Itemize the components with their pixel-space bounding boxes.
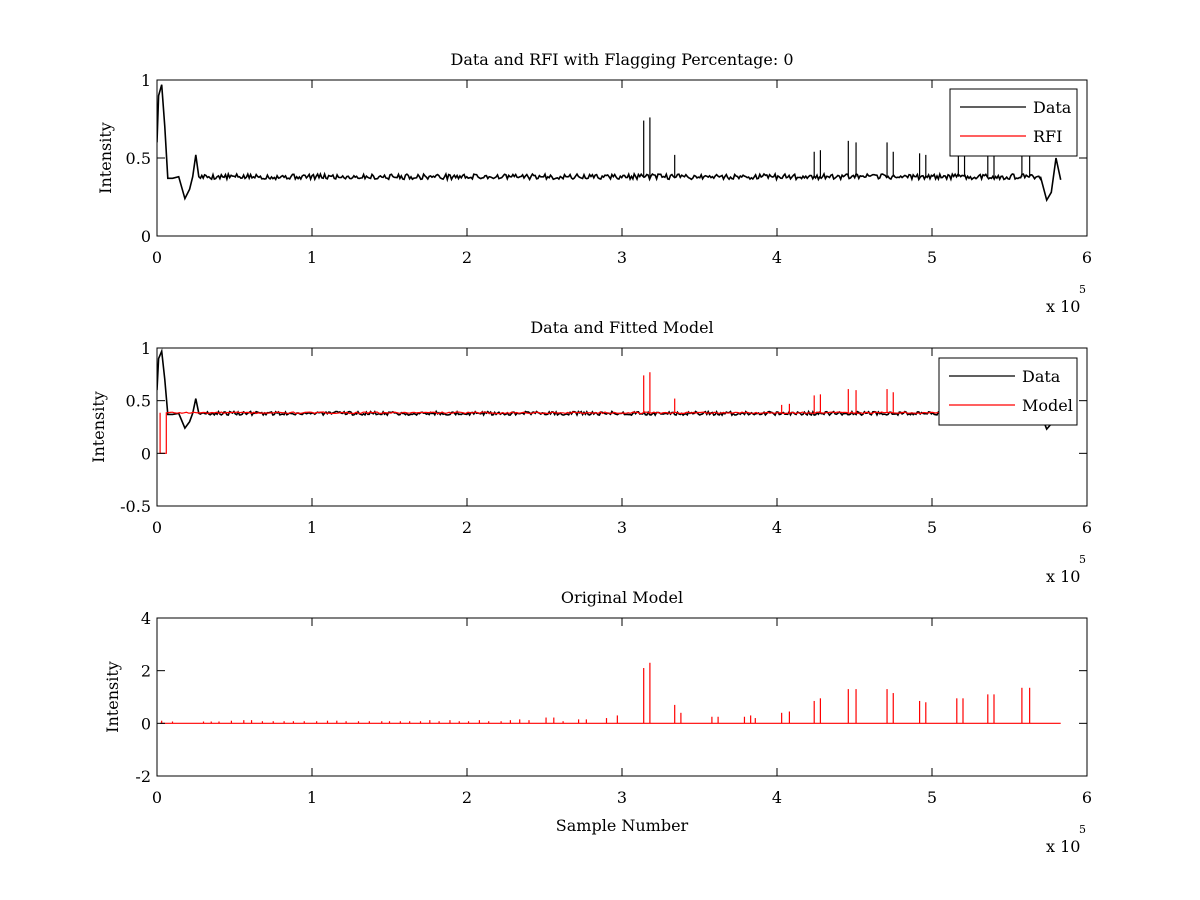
x-axis-label: Sample Number bbox=[556, 816, 689, 835]
x-tick-label: 1 bbox=[307, 518, 317, 537]
y-tick-label: -2 bbox=[135, 767, 151, 786]
x-tick-label: 5 bbox=[927, 248, 937, 267]
x-multiplier: x 10 bbox=[1046, 837, 1080, 856]
x-tick-label: 4 bbox=[772, 248, 782, 267]
x-tick-label: 2 bbox=[462, 518, 472, 537]
x-multiplier: x 10 bbox=[1046, 297, 1080, 316]
y-tick-label: 0.5 bbox=[126, 149, 151, 168]
x-tick-label: 0 bbox=[152, 518, 162, 537]
y-tick-label: 0 bbox=[141, 714, 151, 733]
x-tick-label: 2 bbox=[462, 788, 472, 807]
y-tick-label: 1 bbox=[141, 339, 151, 358]
chart-title: Original Model bbox=[561, 588, 683, 607]
x-multiplier-exponent: 5 bbox=[1079, 553, 1086, 566]
legend-box bbox=[949, 88, 1078, 157]
legend-label-model: Model bbox=[1022, 396, 1073, 415]
x-tick-label: 0 bbox=[152, 788, 162, 807]
x-tick-label: 4 bbox=[772, 788, 782, 807]
legend: Data RFI bbox=[949, 88, 1078, 157]
axes-box bbox=[156, 79, 1088, 237]
x-tick-label: 1 bbox=[307, 248, 317, 267]
y-tick-label: 1 bbox=[141, 71, 151, 90]
y-axis-label: Intensity bbox=[89, 391, 108, 463]
series-group bbox=[160, 662, 1061, 724]
x-multiplier: x 10 bbox=[1046, 567, 1080, 586]
x-tick-label: 6 bbox=[1082, 248, 1092, 267]
x-tick-label: 3 bbox=[617, 788, 627, 807]
legend-label-data: Data bbox=[1022, 367, 1061, 386]
y-tick-label: 2 bbox=[141, 662, 151, 681]
series-line-model bbox=[159, 411, 1059, 454]
series-line-data bbox=[157, 84, 1062, 203]
y-tick-label: 0.5 bbox=[126, 392, 151, 411]
x-tick-label: 5 bbox=[927, 788, 937, 807]
y-tick-label: 0 bbox=[141, 227, 151, 246]
axes-box bbox=[156, 617, 1088, 777]
x-tick-label: 6 bbox=[1082, 788, 1092, 807]
series-line-data bbox=[157, 348, 1062, 431]
x-tick-label: 5 bbox=[927, 518, 937, 537]
legend-box bbox=[938, 357, 1078, 426]
legend-label-rfi: RFI bbox=[1033, 127, 1062, 146]
y-axis-label: Intensity bbox=[103, 661, 122, 733]
series-group bbox=[157, 348, 1062, 454]
x-tick-label: 6 bbox=[1082, 518, 1092, 537]
y-tick-label: -0.5 bbox=[120, 497, 151, 516]
x-tick-label: 4 bbox=[772, 518, 782, 537]
x-tick-label: 3 bbox=[617, 248, 627, 267]
x-tick-label: 0 bbox=[152, 248, 162, 267]
series-group bbox=[157, 84, 1062, 203]
legend: Data Model bbox=[938, 357, 1078, 426]
chart-title: Data and Fitted Model bbox=[530, 318, 713, 337]
chart-title: Data and RFI with Flagging Percentage: 0 bbox=[450, 50, 793, 69]
legend-label-data: Data bbox=[1033, 98, 1072, 117]
x-tick-label: 3 bbox=[617, 518, 627, 537]
x-tick-label: 1 bbox=[307, 788, 317, 807]
chart-panel-1: 0 1 2 3 4 5 6 0 0.5 1 Data and RFI with Flagging P… bbox=[96, 50, 1092, 316]
y-tick-label: 4 bbox=[141, 609, 151, 628]
x-tick-label: 2 bbox=[462, 248, 472, 267]
y-tick-label: 0 bbox=[141, 444, 151, 463]
x-multiplier-exponent: 5 bbox=[1079, 283, 1086, 296]
x-multiplier-exponent: 5 bbox=[1079, 823, 1086, 836]
y-axis-label: Intensity bbox=[96, 122, 115, 194]
